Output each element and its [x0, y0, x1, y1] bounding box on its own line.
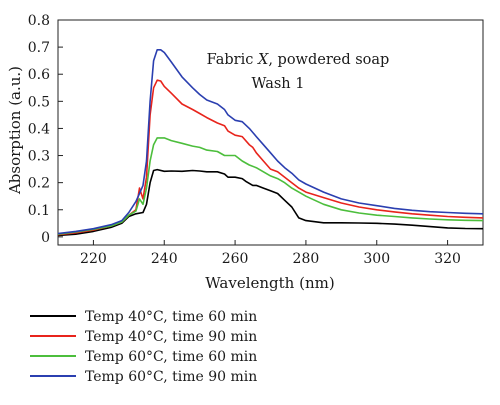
x-axis-title: Wavelength (nm) [205, 274, 334, 292]
y-tick-label: 0.8 [28, 13, 50, 29]
x-tick-label: 280 [293, 251, 320, 267]
y-tick-label: 0.4 [28, 121, 50, 137]
x-tick-label: 220 [80, 251, 107, 267]
series-layer [57, 49, 484, 237]
ticks-layer: 220 240 260 280 300 320 0 0.1 0.2 0.3 0.4 0.5 0.6 0.7… [28, 13, 461, 267]
plot-border [57, 19, 484, 246]
annotation-line-2: Wash 1 [252, 76, 305, 92]
series-line-4 [57, 49, 484, 235]
y-tick-label: 0.6 [28, 67, 50, 83]
series-line-3 [57, 137, 484, 235]
x-tick-label: 260 [222, 251, 249, 267]
x-tick-label: 320 [434, 251, 461, 267]
plot-frame [57, 19, 484, 246]
y-axis-title: Absorption (a.u.) [6, 66, 24, 195]
x-tick-label: 300 [363, 251, 390, 267]
annotation-line-1: Fabric X, powdered soap [207, 52, 390, 68]
y-tick-label: 0.7 [28, 40, 50, 56]
legend: Temp 40°C, time 60 min Temp 40°C, time 90… [30, 309, 257, 385]
x-tick-label: 240 [151, 251, 178, 267]
legend-label-4: Temp 60°C, time 90 min [85, 369, 257, 385]
y-tick-label: 0.1 [28, 203, 50, 219]
legend-label-1: Temp 40°C, time 60 min [85, 309, 257, 325]
legend-label-2: Temp 40°C, time 90 min [85, 329, 257, 345]
y-tick-label: 0.2 [28, 176, 50, 192]
y-tick-label: 0.5 [28, 94, 50, 110]
y-tick-label: 0.3 [28, 149, 50, 165]
series-line-1 [57, 168, 484, 237]
y-tick-label: 0 [41, 230, 50, 246]
legend-label-3: Temp 60°C, time 60 min [85, 349, 257, 365]
